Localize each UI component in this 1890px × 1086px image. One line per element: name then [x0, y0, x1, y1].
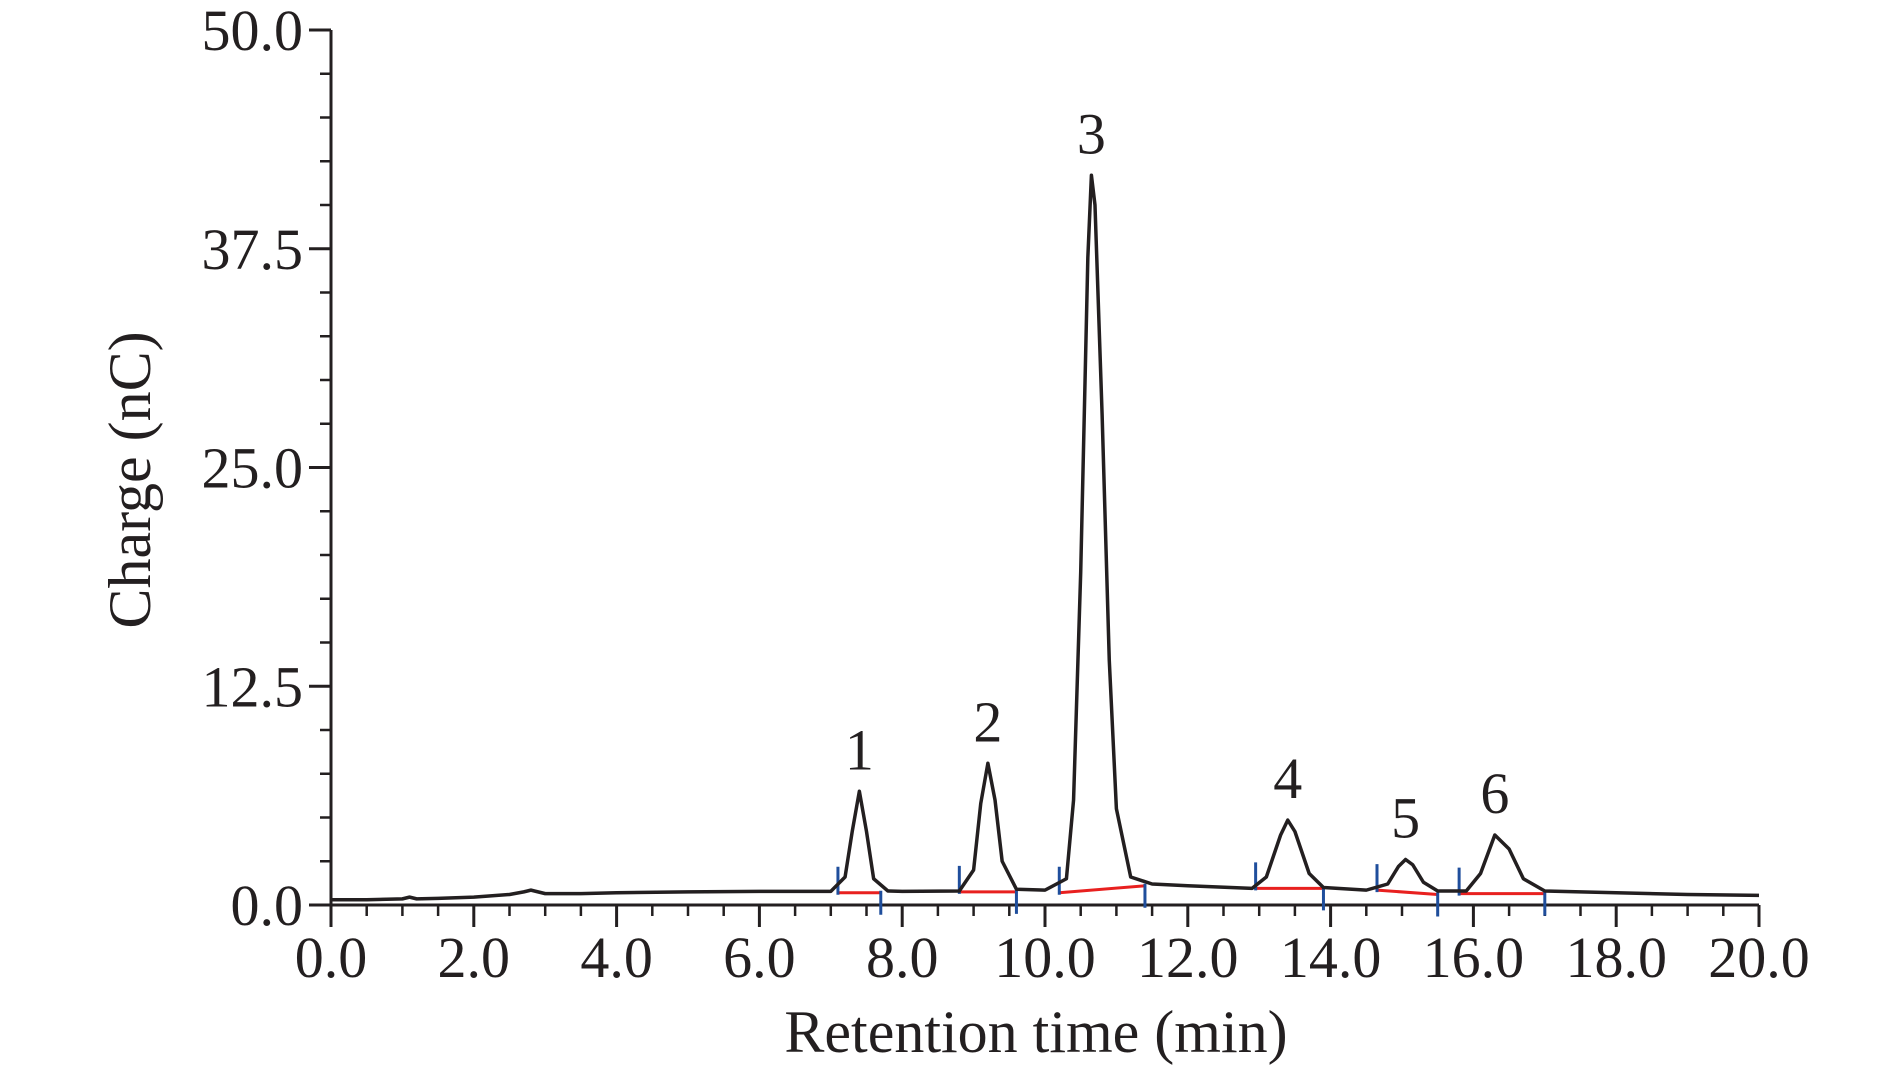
x-axis-title: Retention time (min)	[784, 999, 1287, 1065]
x-tick-label: 14.0	[1280, 925, 1382, 990]
y-tick-label: 37.5	[202, 217, 304, 282]
x-tick-label: 0.0	[295, 925, 368, 990]
y-axis-title: Charge (nC)	[97, 331, 163, 628]
y-tick-label: 12.5	[202, 654, 304, 719]
x-tick-label: 18.0	[1565, 925, 1667, 990]
peak-label: 3	[1077, 101, 1106, 166]
y-tick-label: 50.0	[202, 0, 304, 63]
x-tick-label: 20.0	[1708, 925, 1810, 990]
integration-baseline	[1376, 888, 1438, 896]
integration-baseline	[1059, 884, 1146, 895]
y-tick-label: 25.0	[202, 436, 304, 501]
peak-label: 1	[845, 717, 874, 782]
x-tick-label: 8.0	[866, 925, 939, 990]
peak-label: 5	[1391, 786, 1420, 851]
peak-label: 4	[1273, 746, 1302, 811]
peak-label: 6	[1480, 761, 1509, 826]
x-tick-label: 10.0	[994, 925, 1096, 990]
x-tick-label: 6.0	[723, 925, 796, 990]
x-tick-label: 2.0	[438, 925, 511, 990]
chromatogram-trace	[331, 173, 1760, 902]
x-tick-label: 4.0	[580, 925, 653, 990]
x-tick-label: 12.0	[1137, 925, 1239, 990]
y-tick-label: 0.0	[231, 873, 304, 938]
x-tick-label: 16.0	[1423, 925, 1525, 990]
peak-label: 2	[973, 689, 1002, 754]
